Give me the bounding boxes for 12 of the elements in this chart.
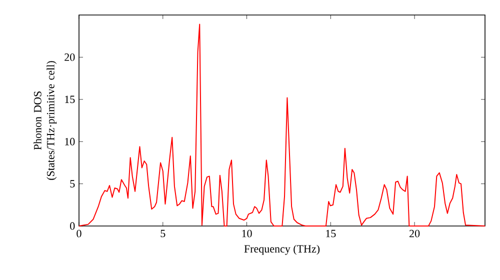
y-tick-label: 10 <box>65 138 75 146</box>
x-axis-title: Frequency (THz) <box>244 244 320 255</box>
x-tick-label: 15 <box>326 230 336 238</box>
x-tick-label: 0 <box>76 230 82 238</box>
y-tick-label: 0 <box>70 222 75 230</box>
y-tick-label: 5 <box>70 180 75 188</box>
x-tick-label: 5 <box>160 230 166 238</box>
x-tick-label: 20 <box>410 230 420 238</box>
y-tick-label: 20 <box>64 53 75 61</box>
y-axis-title: Phonon DOS (States/THz·primitive cell) <box>34 61 57 180</box>
y-tick-label: 15 <box>65 96 75 104</box>
x-tick-label: 10 <box>242 230 252 238</box>
